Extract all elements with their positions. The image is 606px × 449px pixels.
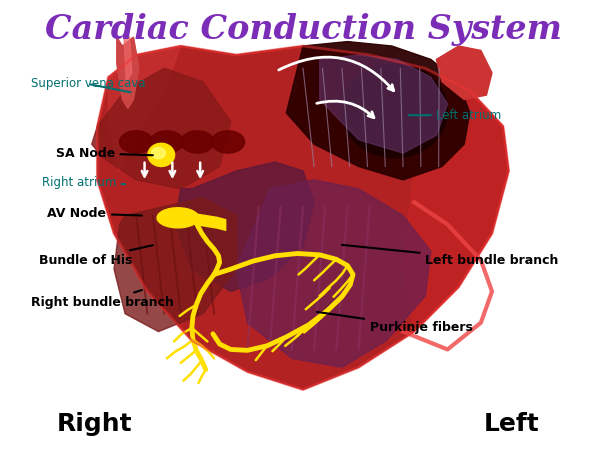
Text: Right atrium: Right atrium [42,176,125,189]
Polygon shape [98,46,508,390]
Ellipse shape [157,208,199,228]
Polygon shape [320,55,447,153]
Text: Cardiac Conduction System: Cardiac Conduction System [44,13,562,45]
Text: Bundle of His: Bundle of His [39,245,153,267]
Polygon shape [117,37,139,109]
Polygon shape [124,37,132,82]
Ellipse shape [148,143,175,167]
Ellipse shape [181,131,214,153]
Polygon shape [108,46,181,171]
Polygon shape [114,198,236,332]
Polygon shape [403,68,508,332]
Ellipse shape [152,148,165,158]
Polygon shape [236,180,431,367]
Ellipse shape [211,131,245,153]
Text: Left atrium: Left atrium [408,109,502,122]
Polygon shape [286,42,470,180]
Text: Right bundle branch: Right bundle branch [31,290,173,309]
Polygon shape [436,46,492,100]
Polygon shape [92,68,231,189]
Text: SA Node: SA Node [56,147,153,159]
Text: Purkinje fibers: Purkinje fibers [317,312,473,334]
Ellipse shape [342,64,447,158]
Text: Right: Right [57,413,132,436]
Ellipse shape [119,131,153,153]
Polygon shape [175,162,314,291]
Ellipse shape [150,131,184,153]
Text: Superior vena cava: Superior vena cava [31,77,145,92]
Text: Left bundle branch: Left bundle branch [342,245,559,267]
Text: AV Node: AV Node [47,207,142,220]
Text: Left: Left [484,413,539,436]
